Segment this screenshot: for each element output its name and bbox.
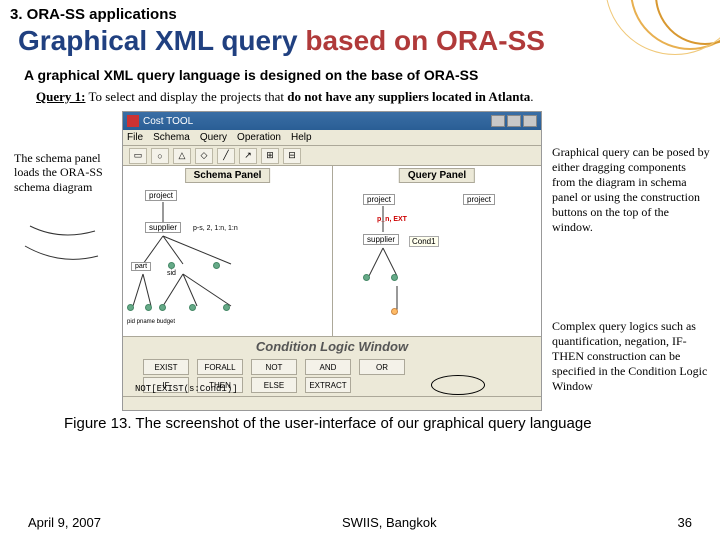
toolbar: ▭ ○ △ ◇ ╱ ↗ ⊞ ⊟ xyxy=(123,146,541,166)
query-cond-label: Cond1 xyxy=(409,236,439,247)
clw-expression: NOT[EXIST(s:Cond1)] xyxy=(135,384,238,394)
schema-attr[interactable] xyxy=(159,304,166,311)
tool-btn[interactable]: ⊞ xyxy=(261,148,279,164)
clw-btn-or[interactable]: OR xyxy=(359,359,405,375)
clw-btn-and[interactable]: AND xyxy=(305,359,351,375)
schema-attr-labels: pid pname budget xyxy=(127,319,175,325)
app-title: Cost TOOL xyxy=(143,116,193,127)
query-line: Query 1: To select and display the proje… xyxy=(36,89,710,105)
app-screenshot: Cost TOOL File Schema Query Operation He… xyxy=(122,111,542,411)
annotation-oval xyxy=(431,375,485,395)
query-red-label: p_n, EXT xyxy=(377,216,407,223)
section-label: 3. ORA-SS applications xyxy=(10,6,710,23)
clw-title: Condition Logic Window xyxy=(256,339,408,354)
tool-btn[interactable]: ↗ xyxy=(239,148,257,164)
subtitle: A graphical XML query language is design… xyxy=(24,67,710,83)
schema-node-attr[interactable] xyxy=(213,262,220,269)
clw-btn-extract[interactable]: EXTRACT xyxy=(305,377,351,393)
panels: Schema Panel project supplier p xyxy=(123,166,541,336)
schema-node-part[interactable]: part xyxy=(131,262,151,271)
slide-title: Graphical XML query based on ORA-SS xyxy=(18,25,710,57)
left-arrow-sketch xyxy=(20,221,110,281)
query-text2: . xyxy=(530,89,533,104)
left-annotation: The schema panel loads the ORA-SS schema… xyxy=(10,111,122,194)
menu-help[interactable]: Help xyxy=(291,132,312,143)
min-button[interactable] xyxy=(491,115,505,127)
footer-venue: SWIIS, Bangkok xyxy=(342,515,437,530)
title-part2: based on ORA-SS xyxy=(305,25,545,56)
menu-schema[interactable]: Schema xyxy=(153,132,190,143)
menu-query[interactable]: Query xyxy=(200,132,227,143)
tool-btn[interactable]: ○ xyxy=(151,148,169,164)
clw-buttons-row1: EXIST FORALL NOT AND OR xyxy=(143,359,405,375)
query-text1: To select and display the projects that xyxy=(85,89,287,104)
query-attr[interactable] xyxy=(363,274,370,281)
query-panel[interactable]: Query Panel project project p_n, EXT sup… xyxy=(333,166,541,336)
app-icon xyxy=(127,115,139,127)
query-attr[interactable] xyxy=(391,308,398,315)
content-row: The schema panel loads the ORA-SS schema… xyxy=(10,111,710,411)
clw-btn-not[interactable]: NOT xyxy=(251,359,297,375)
query-node-project2[interactable]: project xyxy=(463,194,495,205)
footer: April 9, 2007 SWIIS, Bangkok 36 xyxy=(0,515,720,530)
tool-btn[interactable]: ▭ xyxy=(129,148,147,164)
right-note-2: Complex query logics such as quantificat… xyxy=(552,319,710,394)
menu-operation[interactable]: Operation xyxy=(237,132,281,143)
schema-node-attr[interactable]: sid xyxy=(167,262,176,277)
tool-btn[interactable]: ╱ xyxy=(217,148,235,164)
query-node-project[interactable]: project xyxy=(363,194,395,205)
footer-page: 36 xyxy=(678,515,692,530)
schema-panel-title: Schema Panel xyxy=(185,168,271,183)
figure-caption: Figure 13. The screenshot of the user-in… xyxy=(64,415,710,432)
menubar: File Schema Query Operation Help xyxy=(123,130,541,146)
query-prefix: Query 1: xyxy=(36,89,85,104)
right-annotations: Graphical query can be posed by either d… xyxy=(542,111,710,394)
schema-node-project[interactable]: project xyxy=(145,190,177,201)
schema-attr[interactable] xyxy=(145,304,152,311)
schema-node-supplier[interactable]: supplier xyxy=(145,222,181,233)
menu-file[interactable]: File xyxy=(127,132,143,143)
query-bold: do not have any suppliers located in Atl… xyxy=(287,89,530,104)
tool-btn[interactable]: ⊟ xyxy=(283,148,301,164)
right-note-1: Graphical query can be posed by either d… xyxy=(552,145,710,235)
clw-btn-else[interactable]: ELSE xyxy=(251,377,297,393)
clw-btn-exist[interactable]: EXIST xyxy=(143,359,189,375)
statusbar xyxy=(123,396,541,410)
titlebar: Cost TOOL xyxy=(123,112,541,130)
schema-attr[interactable] xyxy=(223,304,230,311)
title-part1: Graphical XML query xyxy=(18,25,305,56)
max-button[interactable] xyxy=(507,115,521,127)
schema-attr[interactable] xyxy=(189,304,196,311)
tool-btn[interactable]: ◇ xyxy=(195,148,213,164)
footer-date: April 9, 2007 xyxy=(28,515,101,530)
query-panel-title: Query Panel xyxy=(399,168,475,183)
clw-btn-forall[interactable]: FORALL xyxy=(197,359,243,375)
schema-attr[interactable] xyxy=(127,304,134,311)
query-node-supplier[interactable]: supplier xyxy=(363,234,399,245)
left-note-text: The schema panel loads the ORA-SS schema… xyxy=(14,151,103,194)
schema-label-ps: p-s, 2, 1:n, 1:n xyxy=(193,224,238,232)
schema-panel[interactable]: Schema Panel project supplier p xyxy=(123,166,333,336)
tool-btn[interactable]: △ xyxy=(173,148,191,164)
close-button[interactable] xyxy=(523,115,537,127)
query-attr[interactable] xyxy=(391,274,398,281)
corner-decoration xyxy=(630,0,720,50)
query-edges xyxy=(333,166,543,336)
